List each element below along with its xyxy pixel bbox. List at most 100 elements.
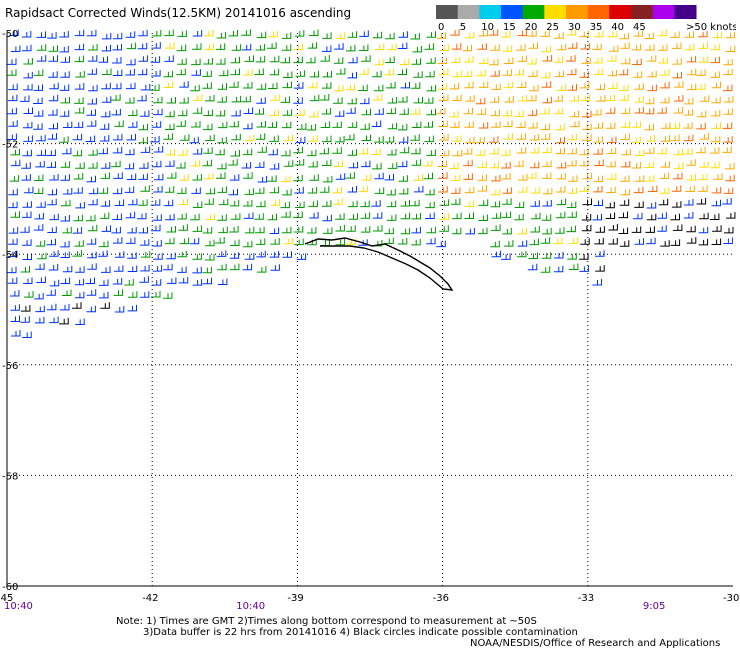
wind-barb [87,98,97,105]
wind-barb [348,56,358,64]
wind-barb [166,226,176,233]
wind-barb [60,96,70,104]
wind-barb [722,198,732,205]
wind-barb [529,146,540,154]
wind-barb [192,30,203,37]
wind-barb [269,227,280,234]
wind-barb [127,291,138,298]
wind-barb [322,135,332,143]
wind-barb [490,188,501,196]
wind-barb [449,110,459,118]
wind-barb [711,186,722,194]
wind-barb [593,68,604,75]
wind-barb [101,82,111,90]
wind-barb [386,200,397,208]
wind-barb [10,315,20,322]
wind-barb [46,303,57,311]
wind-barb [126,82,136,90]
wind-barb [686,237,697,244]
wind-barb [9,29,19,36]
wind-barb [306,227,317,234]
legend-label: 40 [611,22,624,31]
wind-barb [673,95,684,102]
wind-barb [205,187,216,195]
wind-barb [192,174,202,181]
wind-barb [413,96,423,104]
wind-barb [62,188,73,195]
wind-barb [215,237,225,244]
legend-label: >50 knots [686,22,736,31]
wind-barb [372,31,383,39]
wind-barb [568,237,578,244]
wind-barb [151,160,162,168]
wind-barb [504,96,514,103]
wind-barb [555,136,565,144]
wind-barb [111,108,121,116]
wind-barb [413,71,423,78]
wind-barb [74,83,85,90]
wind-barb [256,97,266,104]
wind-barb [411,159,422,166]
wind-barb [139,276,149,283]
wind-barb [99,240,109,248]
wind-barb [657,225,667,232]
wind-barb [491,212,502,219]
wind-barb [371,120,382,127]
wind-barb [397,68,407,75]
wind-barb [8,201,18,209]
wind-barb [321,82,332,89]
wind-barb [87,224,98,232]
wind-barb [438,68,449,76]
wind-barb [204,198,214,205]
wind-barb [530,226,540,233]
wind-barb [137,94,147,102]
wind-barb [723,187,734,194]
wind-barb [478,29,488,37]
wind-barb [503,57,514,64]
wind-barb [100,172,110,179]
wind-barb [384,68,394,76]
wind-barb [426,226,436,234]
wind-barb [268,82,278,89]
wind-barb [48,94,59,102]
wind-barb [22,201,32,208]
wind-barb [475,149,486,156]
wind-barb [385,32,395,40]
wind-barb [348,200,358,208]
wind-barb [465,95,475,102]
wind-barb [335,225,345,232]
wind-barb [72,227,83,234]
wind-barb [683,122,693,129]
wind-barb [514,160,524,167]
wind-barb [49,82,59,90]
wind-barb [374,136,384,143]
wind-barb [346,107,356,114]
wind-barb [358,185,368,193]
wind-barb [657,29,667,37]
wind-barb [244,134,255,142]
wind-barb [153,186,163,193]
wind-barb [22,211,32,218]
wind-barb [21,174,31,181]
wind-barb [293,174,303,182]
wind-barb [48,55,58,62]
wind-barb [569,110,580,118]
wind-barb [23,186,34,194]
wind-barb [152,214,162,221]
wind-barb [112,82,122,90]
wind-barb [658,57,668,64]
wind-barb [633,30,644,37]
wind-barb [463,159,473,167]
wind-barb [581,224,592,232]
wind-barb [554,32,564,39]
wind-barb [112,32,123,40]
wind-barb [267,121,277,128]
wind-barb [126,58,136,66]
wind-barb [725,174,735,182]
wind-barb [410,82,421,89]
wind-barb [86,214,96,222]
wind-barb [24,291,34,298]
wind-barb [517,227,527,235]
wind-barb [542,146,552,153]
wind-barb [335,135,345,143]
